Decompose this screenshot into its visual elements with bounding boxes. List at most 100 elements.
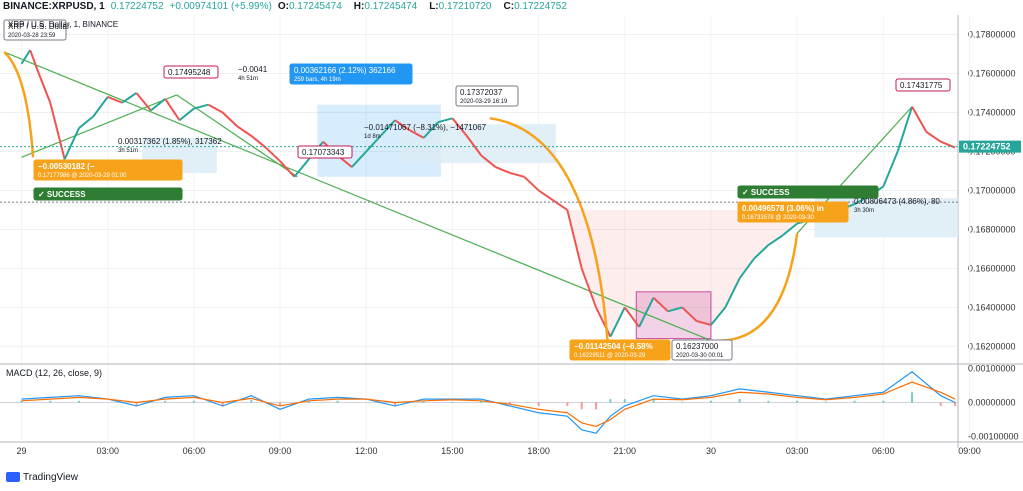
measure-callout: 0.00362166 (2.12%) 362166 259 bars, 4h 19…	[289, 63, 413, 85]
price-note: 0.16237000 2020-03-30 00:01	[671, 339, 733, 361]
measure-text: 0.00806473 (4.86%), 80 3h 30m	[854, 197, 940, 214]
price-note-bg	[455, 85, 519, 107]
price-note-text: 0.16237000	[676, 342, 719, 351]
measure-callout-bg	[289, 63, 413, 85]
price-tick-label: 0.16400000	[968, 302, 1016, 312]
time-tick-label: 12:00	[355, 446, 378, 456]
price-segment	[911, 106, 928, 133]
macd-tick-label: -0.00100000	[968, 432, 1019, 442]
price-segment	[394, 119, 410, 131]
macd-histogram-bar	[796, 400, 799, 403]
macd-histogram-bar	[135, 402, 138, 406]
price-segment	[681, 306, 698, 322]
price-segment	[207, 103, 224, 114]
time-tick-label: 03:00	[786, 446, 809, 456]
symbol-header: BINANCE:XRPUSD, 1 0.17224752 +0.00974101 (…	[0, 0, 1023, 14]
measure-callout-text: 0.00362166 (2.12%) 362166	[294, 66, 396, 75]
success-badge-text: ✓ SUCCESS	[38, 190, 86, 199]
price-note-text: 0.17073343	[302, 148, 345, 157]
macd-histogram-bar	[221, 402, 224, 406]
price-segment	[623, 306, 640, 328]
price-note-sub: 2020-03-29 16:19	[460, 99, 508, 105]
price-note: 0.17372037 2020-03-29 16:19	[455, 85, 519, 107]
price-segment	[293, 158, 310, 178]
price-segment	[279, 160, 296, 178]
price-tick-label: 0.16200000	[968, 341, 1016, 351]
price-note-bg	[895, 78, 951, 92]
price-segment	[896, 106, 913, 152]
price-segment	[422, 121, 439, 139]
price-segment	[782, 222, 798, 237]
ohlc-low: L:0.17210720	[429, 1, 492, 12]
price-segment	[379, 119, 396, 137]
price-segment	[20, 49, 32, 65]
price-segment	[738, 258, 755, 279]
move-label-text: −0.01142504 (−6.58%	[574, 342, 653, 351]
price-note-bg	[297, 145, 353, 159]
macd-histogram-bar	[192, 400, 195, 403]
price-tick-label: 0.16800000	[968, 224, 1016, 234]
measure-callout-sub: 259 bars, 4h 19m	[294, 77, 341, 83]
success-badge: ✓ SUCCESS	[33, 187, 183, 201]
time-tick-label: 29	[17, 446, 27, 456]
time-tick-label: 30	[706, 446, 716, 456]
price-note-text: 0.17431775	[900, 81, 943, 90]
price-segment	[552, 199, 568, 211]
price-note-bg	[671, 339, 733, 361]
macd-histogram-bar	[480, 400, 483, 403]
macd-histogram-bar	[393, 402, 396, 406]
move-label-sub: 0.17177986 @ 2020-03-29 01:00	[38, 173, 127, 179]
price-segment	[609, 306, 626, 338]
macd-histogram-bar	[911, 392, 914, 403]
price-segment	[882, 151, 899, 187]
macd-histogram-bar	[422, 400, 425, 403]
time-tick-label: 06:00	[872, 446, 895, 456]
macd-histogram-bar	[451, 401, 454, 403]
measure-text: −0.0041 4h 51m	[238, 65, 268, 82]
macd-histogram-bar	[20, 400, 23, 403]
price-segment	[49, 102, 66, 160]
macd-histogram-bar	[939, 402, 942, 406]
measure-text: −0.01471067 (−8.31%), −1471067 1d 8m	[364, 123, 487, 140]
price-segment	[566, 209, 583, 269]
tradingview-brand: TradingView	[23, 472, 79, 483]
macd-tick-label: 0.00100000	[968, 363, 1016, 373]
move-label: 0.00496578 (3.06%) in 0.16733578 @ 2020-0…	[737, 201, 849, 223]
price-tick-label: 0.17400000	[968, 107, 1016, 117]
price-note: 0.17073343	[297, 145, 353, 159]
price-segment	[265, 146, 281, 162]
move-label-text: 0.00496578 (3.06%) in	[742, 204, 824, 213]
macd-histogram-bar	[580, 402, 583, 410]
tradingview-footer[interactable]: TradingView	[6, 469, 78, 487]
price-segment	[92, 96, 109, 117]
price-segment	[351, 150, 367, 168]
price-note: 0.17495248	[163, 65, 219, 79]
price-segment	[437, 117, 453, 124]
success-badge: ✓ SUCCESS	[737, 185, 879, 199]
tradingview-logo-icon	[6, 472, 20, 483]
measure-text-sub: 4h 51m	[238, 76, 258, 82]
price-segment	[164, 98, 181, 121]
measure-text-text: 0.00317362 (1.85%), 317362	[118, 137, 222, 146]
price-segment	[451, 117, 468, 137]
time-tick-label: 09:00	[958, 446, 981, 456]
price-note: XRP / U.S. Dollar 2020-03-28 23:59	[3, 19, 70, 41]
last-price-tag: 0.17224752	[963, 142, 1011, 152]
price-note-sub: 2020-03-30 00:01	[676, 353, 724, 359]
macd-series-signal	[21, 381, 956, 427]
price-note-bg	[3, 19, 67, 41]
macd-title: MACD (12, 26, close, 9)	[6, 368, 102, 378]
time-tick-label: 21:00	[614, 446, 637, 456]
price-segment	[667, 306, 683, 313]
price-note: 0.17431775	[895, 78, 951, 92]
price-note-text: 0.17372037	[460, 88, 503, 97]
move-label-bg	[33, 159, 183, 181]
price-segment	[135, 92, 152, 112]
price-segment	[37, 73, 52, 104]
price-segment	[710, 306, 727, 326]
change-value: +0.00974101 (+5.99%)	[169, 1, 272, 12]
price-segment	[193, 103, 209, 110]
price-tick-label: 0.16600000	[968, 263, 1016, 273]
price-note-bg	[163, 65, 219, 79]
